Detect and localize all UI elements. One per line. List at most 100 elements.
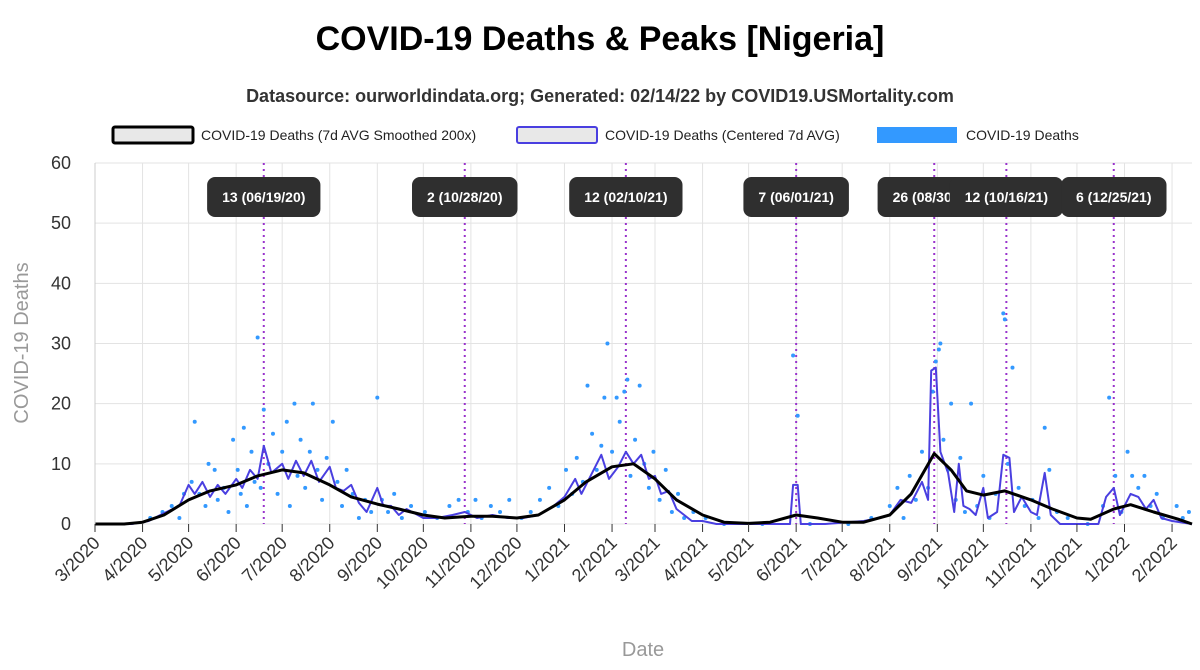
daily-deaths-point (646, 485, 651, 490)
daily-deaths-point (574, 455, 579, 460)
daily-deaths-point (320, 497, 325, 502)
daily-deaths-point (226, 509, 231, 514)
daily-deaths-point (663, 467, 668, 472)
daily-deaths-point (315, 467, 320, 472)
daily-deaths-point (409, 503, 414, 508)
daily-deaths-point (907, 473, 912, 478)
daily-deaths-point (637, 383, 642, 388)
x-tick-label: 10/2020 (372, 533, 432, 593)
daily-deaths-point (238, 491, 243, 496)
daily-deaths-point (669, 509, 674, 514)
legend-item: COVID-19 Deaths (7d AVG Smoothed 200x) (111, 125, 476, 145)
x-tick-label: 12/2021 (1026, 533, 1086, 593)
daily-deaths-point (958, 455, 963, 460)
daily-deaths-point (206, 461, 211, 466)
legend-label: COVID-19 Deaths (Centered 7d AVG) (605, 127, 840, 143)
daily-deaths-point (1065, 515, 1070, 520)
daily-deaths-point (399, 515, 404, 520)
daily-deaths-point (231, 437, 236, 442)
daily-deaths-point (1113, 473, 1118, 478)
daily-deaths-point (284, 419, 289, 424)
peak-label: 13 (06/19/20) (207, 177, 321, 217)
daily-deaths-point (1107, 395, 1112, 400)
daily-deaths-point (340, 503, 345, 508)
x-tick-label: 7/2020 (238, 533, 291, 586)
daily-deaths-point (913, 497, 918, 502)
legend-swatch (516, 126, 598, 144)
x-tick-label: 7/2021 (798, 533, 851, 586)
avg7-line (95, 366, 1193, 525)
daily-deaths-point (1125, 449, 1130, 454)
daily-deaths-point (447, 503, 452, 508)
daily-deaths-point (344, 467, 349, 472)
daily-deaths-point (189, 479, 194, 484)
daily-deaths-point (895, 485, 900, 490)
x-tick-label: 5/2021 (704, 533, 757, 586)
peak-label-box (1061, 177, 1167, 217)
daily-deaths-point (590, 431, 595, 436)
peak-label-box (569, 177, 683, 217)
y-tick-label: 0 (61, 514, 71, 534)
daily-deaths-point (507, 497, 512, 502)
daily-deaths-point (564, 467, 569, 472)
legend-swatch (111, 125, 195, 145)
daily-deaths-point (422, 509, 427, 514)
daily-deaths-point (192, 419, 197, 424)
daily-deaths-point (1154, 491, 1159, 496)
x-tick-label: 10/2021 (932, 533, 992, 593)
daily-deaths-point (335, 479, 340, 484)
daily-deaths-point (324, 455, 329, 460)
daily-deaths-point (625, 377, 630, 382)
daily-deaths-point (1047, 467, 1052, 472)
x-tick-label: 1/2022 (1080, 533, 1133, 586)
daily-deaths-point (375, 395, 380, 400)
daily-deaths-point (392, 491, 397, 496)
daily-deaths-point (933, 359, 938, 364)
daily-deaths-point (594, 467, 599, 472)
chart-subtitle: Datasource: ourworldindata.org; Generate… (246, 86, 954, 106)
daily-deaths-point (473, 497, 478, 502)
daily-deaths-point (369, 509, 374, 514)
daily-deaths-point (651, 449, 656, 454)
daily-deaths-point (599, 443, 604, 448)
daily-deaths-point (303, 485, 308, 490)
daily-deaths-point (938, 341, 943, 346)
legend-swatch (877, 127, 957, 143)
daily-deaths-point (969, 401, 974, 406)
daily-deaths-point (605, 341, 610, 346)
daily-deaths-point (791, 353, 796, 358)
daily-deaths-point (610, 449, 615, 454)
peak-label-box (412, 177, 518, 217)
x-tick-label: 6/2020 (192, 533, 245, 586)
daily-deaths-point (949, 401, 954, 406)
y-axis-title: COVID-19 Deaths (11, 262, 33, 423)
daily-deaths-point (1042, 425, 1047, 430)
daily-deaths-point (249, 449, 254, 454)
smoothed-line (95, 452, 1193, 526)
x-tick-label: 3/2020 (51, 533, 104, 586)
daily-deaths-point (258, 485, 263, 490)
daily-deaths-point (298, 437, 303, 442)
daily-deaths-point (241, 425, 246, 430)
axes-layer: 01020304050603/20204/20205/20206/20207/2… (51, 153, 1181, 593)
daily-deaths-point (547, 485, 552, 490)
daily-deaths-point (255, 335, 260, 340)
x-tick-label: 3/2021 (611, 533, 664, 586)
x-tick-label: 5/2020 (144, 533, 197, 586)
y-tick-label: 10 (51, 454, 71, 474)
daily-deaths-point (1130, 473, 1135, 478)
daily-deaths-point (537, 497, 542, 502)
daily-deaths-point (270, 431, 275, 436)
peak-label: 2 (10/28/20) (412, 177, 518, 217)
legend-label: COVID-19 Deaths (7d AVG Smoothed 200x) (201, 127, 476, 143)
daily-deaths-point (280, 449, 285, 454)
daily-deaths-point (585, 383, 590, 388)
daily-deaths-point (622, 389, 627, 394)
daily-deaths-point (356, 515, 361, 520)
peak-label-box (207, 177, 321, 217)
series-lines (95, 366, 1193, 526)
daily-deaths-point (295, 473, 300, 478)
legend-item: COVID-19 Deaths (Centered 7d AVG) (516, 126, 840, 144)
daily-deaths-point (1036, 515, 1041, 520)
